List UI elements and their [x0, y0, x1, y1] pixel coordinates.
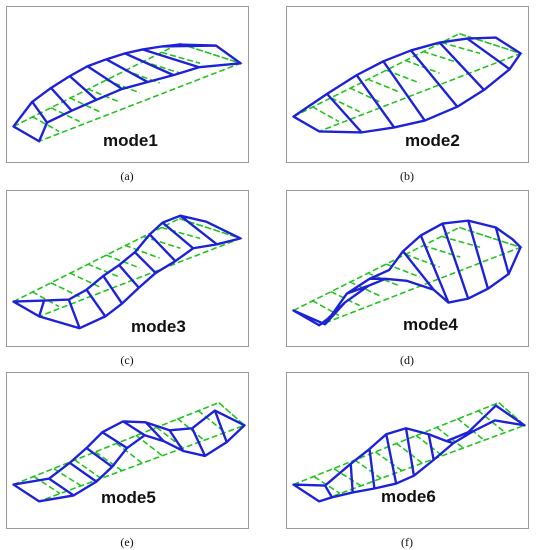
undeformed-mesh	[291, 32, 523, 133]
mode-shape-drawing	[291, 32, 523, 134]
undeformed-mesh	[11, 42, 243, 143]
undeformed-mesh	[11, 217, 243, 318]
mode-label: mode1	[103, 131, 158, 150]
mode-shape-drawing	[291, 219, 523, 327]
mode-label: mode6	[381, 487, 436, 506]
mode-panel-a: mode1	[6, 6, 249, 163]
mode-shape-drawing	[11, 42, 243, 143]
mode-panel-c: mode3	[6, 190, 249, 347]
panel-caption: (b)	[400, 169, 414, 183]
panel-caption: (f)	[401, 535, 413, 549]
deformed-mesh	[12, 409, 246, 503]
mode-label: mode5	[101, 488, 156, 507]
panel-caption: (a)	[120, 169, 134, 183]
undeformed-mesh	[291, 226, 523, 327]
panel-caption: (e)	[120, 535, 134, 549]
panel-caption: (d)	[400, 353, 414, 367]
deformed-mesh	[292, 219, 522, 327]
deformed-mesh	[292, 404, 526, 503]
mode-label: mode3	[131, 317, 186, 336]
panel-caption: (c)	[120, 353, 134, 367]
deformed-mesh	[292, 36, 522, 134]
deformed-mesh	[12, 43, 242, 143]
mode-label: mode2	[405, 131, 460, 150]
deformed-mesh	[12, 214, 242, 330]
mode-panel-d: mode4	[286, 190, 529, 347]
mode-panel-f: mode6	[286, 372, 529, 529]
mode-shape-drawing	[11, 214, 243, 330]
mode-panel-b: mode2	[286, 6, 529, 163]
mode-shape-drawing	[11, 401, 247, 503]
mode-label: mode4	[403, 315, 458, 334]
mode-shape-drawing	[291, 401, 527, 503]
mode-panel-e: mode5	[6, 372, 249, 529]
